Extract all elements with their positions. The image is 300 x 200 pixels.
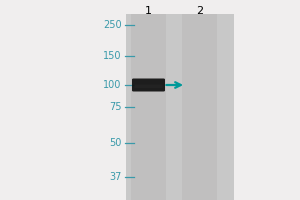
Text: 50: 50: [109, 138, 122, 148]
Bar: [131, 14, 166, 200]
Text: 100: 100: [103, 80, 122, 90]
Bar: [182, 14, 217, 200]
Text: 250: 250: [103, 20, 122, 30]
FancyBboxPatch shape: [132, 79, 165, 92]
Text: 75: 75: [109, 102, 122, 112]
Text: 150: 150: [103, 51, 122, 61]
Text: 37: 37: [109, 172, 122, 182]
Text: 1: 1: [145, 6, 152, 16]
Bar: [126, 14, 234, 200]
FancyBboxPatch shape: [134, 85, 163, 88]
Text: 2: 2: [196, 6, 203, 16]
